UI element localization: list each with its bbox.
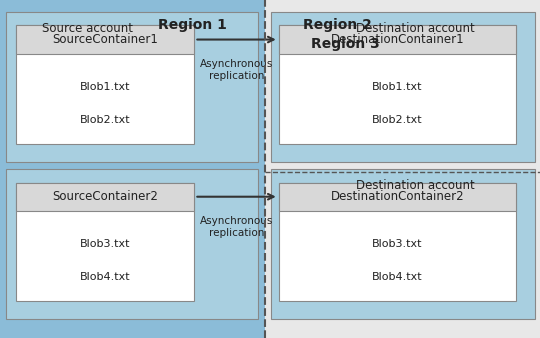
Text: Region 1: Region 1 (158, 18, 227, 32)
Text: Blob4.txt: Blob4.txt (80, 272, 131, 282)
Bar (279, 183, 516, 301)
Bar (16, 183, 194, 211)
Bar (16, 25, 194, 54)
Text: Blob2.txt: Blob2.txt (372, 115, 423, 125)
Text: Region 2: Region 2 (303, 18, 372, 32)
Bar (279, 25, 516, 54)
Text: Blob4.txt: Blob4.txt (372, 272, 423, 282)
Bar (279, 183, 516, 211)
Bar (271, 12, 535, 162)
Text: SourceContainer2: SourceContainer2 (52, 190, 158, 203)
Bar (0, 0, 265, 338)
Bar (6, 169, 258, 319)
Bar (6, 12, 258, 162)
Bar (271, 169, 535, 319)
Bar (16, 25, 194, 144)
Text: Blob3.txt: Blob3.txt (80, 239, 131, 249)
Text: DestinationContainer2: DestinationContainer2 (330, 190, 464, 203)
Text: Destination account: Destination account (356, 179, 475, 192)
Text: Region 3: Region 3 (311, 37, 380, 51)
Text: Source account: Source account (42, 22, 132, 35)
Text: Asynchronous
replication: Asynchronous replication (200, 59, 273, 81)
Text: Asynchronous
replication: Asynchronous replication (200, 216, 273, 238)
Text: DestinationContainer1: DestinationContainer1 (330, 33, 464, 46)
Text: Blob1.txt: Blob1.txt (80, 82, 131, 92)
Text: Blob3.txt: Blob3.txt (372, 239, 423, 249)
Bar (279, 25, 516, 144)
Text: Destination account: Destination account (356, 22, 475, 35)
Bar (16, 183, 194, 301)
Bar (265, 0, 540, 338)
Text: Blob2.txt: Blob2.txt (80, 115, 131, 125)
Text: SourceContainer1: SourceContainer1 (52, 33, 158, 46)
Text: Blob1.txt: Blob1.txt (372, 82, 423, 92)
